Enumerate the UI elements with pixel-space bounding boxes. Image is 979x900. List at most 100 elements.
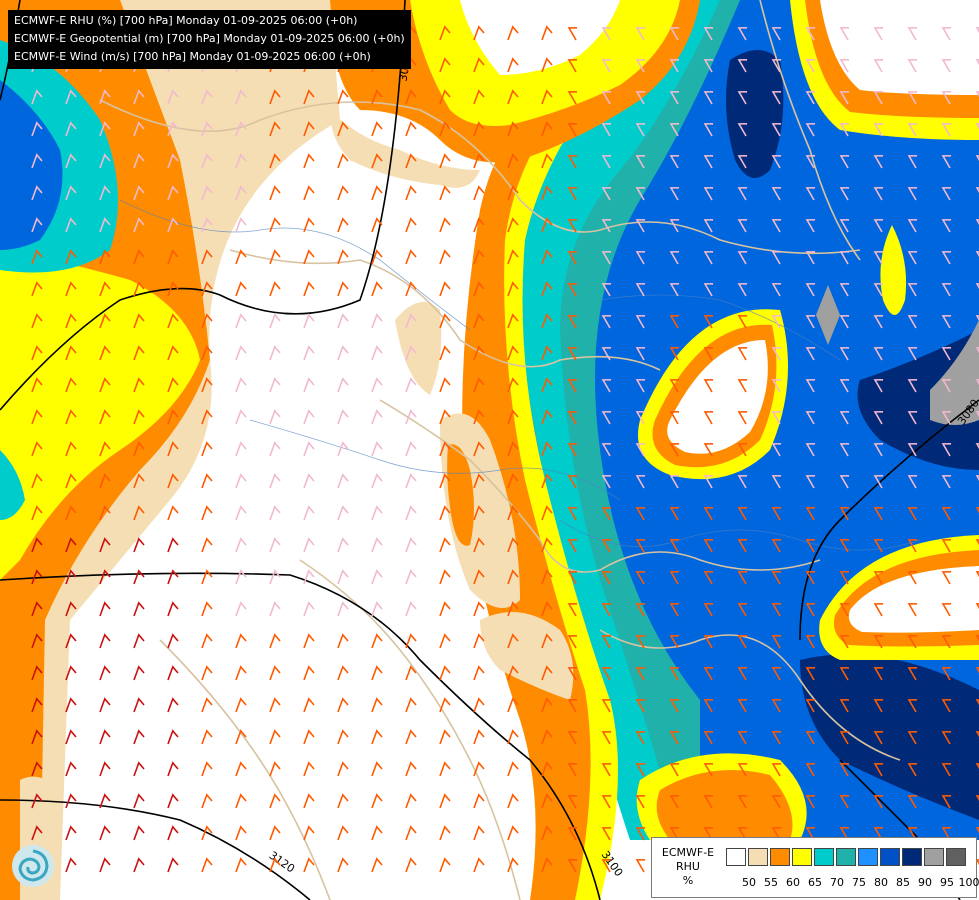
wind-barb [941,59,952,73]
wind-barb [507,281,519,297]
wind-barb [269,249,281,265]
wind-barb [303,473,315,489]
wind-barb [201,825,213,841]
wind-barb [405,409,417,425]
wind-barb [269,857,281,873]
wind-barb [473,57,485,73]
wind-barb [31,121,43,137]
wind-barb [65,729,77,745]
rhu-tan-southcentral [480,612,574,700]
wind-barb [473,665,485,681]
wind-barb [235,601,247,617]
wind-barb [201,377,213,393]
wind-barb [669,59,680,73]
wind-barb [405,281,417,297]
wind-barb [771,155,782,169]
rhu-white-north [460,0,620,75]
wind-barb [31,345,43,361]
wind-barb [805,155,816,169]
wind-barb [737,27,748,41]
wind-barb [371,473,383,489]
wind-barb [133,857,145,873]
wind-barb [235,537,247,553]
wind-barb [133,153,145,169]
wind-barb [439,377,451,393]
wind-barb [805,411,816,425]
wind-barb [669,27,680,41]
wind-barb [507,825,519,841]
wind-barb [941,763,952,777]
wind-barb [337,217,349,233]
wind-barb [473,473,485,489]
wind-barb [167,185,179,201]
wind-barb [99,281,111,297]
wind-barb [269,505,281,521]
wind-barb [601,859,612,873]
wind-barb [737,347,748,361]
wind-barb [635,827,646,841]
wind-barb [235,313,247,329]
wind-barb [839,443,850,457]
wind-barb [31,761,43,777]
wind-barb [337,313,349,329]
wind-barb [167,633,179,649]
wind-barb [737,59,748,73]
wind-barb [703,731,714,745]
wind-barb [941,539,952,553]
wind-barb [439,345,451,361]
wind-barb [873,187,884,201]
wind-barb [703,347,714,361]
wind-barb [337,633,349,649]
wind-barb [405,505,417,521]
wind-barb [771,635,782,649]
wind-barb [873,27,884,41]
wind-barb [99,505,111,521]
wind-barb [567,827,578,841]
wind-barb [65,537,77,553]
wind-barb [541,473,553,489]
rhu-tan-central-1 [395,302,442,395]
wind-barb [133,473,145,489]
wind-barb [907,667,918,681]
wind-barb [941,27,952,41]
rhu-white-pocket-east [667,340,768,454]
wind-barb [99,185,111,201]
wind-barb [439,57,451,73]
wind-barb [941,827,952,841]
wind-barb [65,249,77,265]
wind-barb [167,153,179,169]
wind-barb [31,633,43,649]
wind-barb [473,537,485,553]
wind-barb [167,569,179,585]
wind-barb [439,505,451,521]
wind-barb [405,185,417,201]
wind-barb [541,857,553,873]
wind-barb [635,443,646,457]
rhu-cyan-east [505,0,720,840]
wind-barb [635,571,646,585]
wind-barb [601,59,612,73]
wind-barb [941,315,952,329]
wind-barb [839,283,850,297]
wind-barb [771,731,782,745]
wind-barb [635,411,646,425]
wind-barb [473,409,485,425]
wind-barb [541,633,553,649]
wind-barb [703,795,714,809]
wind-barb [669,91,680,105]
wind-barb [975,379,979,393]
legend-label: 100 [958,876,979,889]
wind-barb [303,665,315,681]
wind-barb [303,409,315,425]
wind-barb [635,539,646,553]
wind-barb [635,315,646,329]
wind-barb [439,313,451,329]
wind-barb [541,57,553,73]
wind-barb [703,507,714,521]
rhu-gray-diamond [816,285,840,345]
wind-barb [473,601,485,617]
wind-barb [771,219,782,233]
wind-barb [601,379,612,393]
wind-barb [839,475,850,489]
wind-barb [975,347,979,361]
